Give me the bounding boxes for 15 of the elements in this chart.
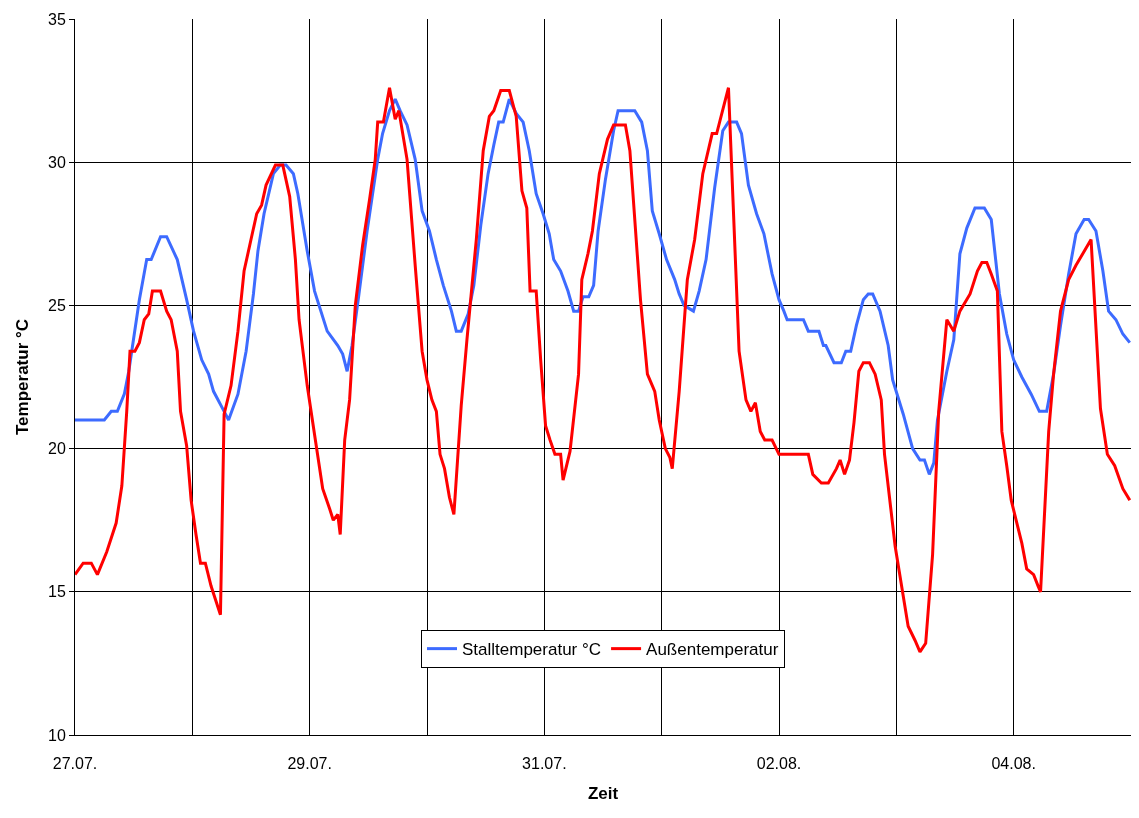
y-tick-label: 15: [48, 583, 66, 601]
x-tick-label: 02.08.: [756, 755, 802, 773]
x-tick-label: 29.07.: [287, 755, 332, 773]
x-tick-label: 31.07.: [522, 755, 567, 773]
x-axis-title: Zeit: [587, 783, 619, 803]
y-tick-label: 10: [48, 726, 66, 744]
x-tick-label: 04.08.: [991, 755, 1036, 773]
x-tick-label: 27.07.: [52, 755, 98, 773]
y-tick-label: 25: [48, 297, 66, 314]
y-tick-label: 35: [48, 10, 66, 28]
y-axis-title: Temperatur °C: [12, 318, 32, 436]
y-tick-label: 30: [48, 153, 66, 171]
y-tick-label: 20: [48, 440, 66, 458]
legend-label: Stalltemperatur °C: [462, 640, 602, 660]
legend-label: Außentemperatur: [646, 640, 779, 660]
